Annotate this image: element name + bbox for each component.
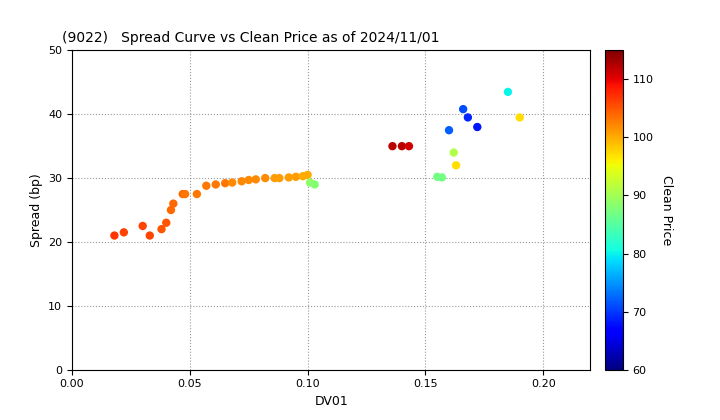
Point xyxy=(269,175,280,181)
Point xyxy=(177,191,189,197)
Y-axis label: Clean Price: Clean Price xyxy=(660,175,673,245)
Point xyxy=(448,149,459,156)
Point xyxy=(387,143,398,150)
Point xyxy=(227,179,238,186)
Point xyxy=(109,232,120,239)
Point xyxy=(431,173,443,180)
Point xyxy=(403,143,415,150)
Point xyxy=(168,200,179,207)
Point xyxy=(514,114,526,121)
Point xyxy=(191,191,202,197)
Point xyxy=(396,143,408,150)
Point xyxy=(302,171,313,178)
Point xyxy=(436,174,448,181)
Point xyxy=(462,114,474,121)
Point xyxy=(118,229,130,236)
Point xyxy=(290,173,302,180)
Point xyxy=(243,177,254,184)
Point xyxy=(137,223,148,229)
Point xyxy=(201,182,212,189)
Point xyxy=(457,106,469,113)
Point xyxy=(444,127,455,134)
Point xyxy=(309,181,320,188)
Point xyxy=(502,89,513,95)
Point xyxy=(179,191,191,197)
Point xyxy=(161,219,172,226)
X-axis label: DV01: DV01 xyxy=(315,395,348,408)
Point xyxy=(259,175,271,181)
Point xyxy=(472,123,483,130)
Point xyxy=(236,178,248,185)
Point xyxy=(305,179,316,186)
Point xyxy=(144,232,156,239)
Text: (9022)   Spread Curve vs Clean Price as of 2024/11/01: (9022) Spread Curve vs Clean Price as of… xyxy=(62,31,439,45)
Point xyxy=(283,174,294,181)
Point xyxy=(210,181,222,188)
Point xyxy=(297,173,309,179)
Point xyxy=(450,162,462,169)
Point xyxy=(220,180,231,186)
Point xyxy=(165,207,176,213)
Y-axis label: Spread (bp): Spread (bp) xyxy=(30,173,42,247)
Point xyxy=(274,175,285,181)
Point xyxy=(250,176,261,183)
Point xyxy=(156,226,167,233)
